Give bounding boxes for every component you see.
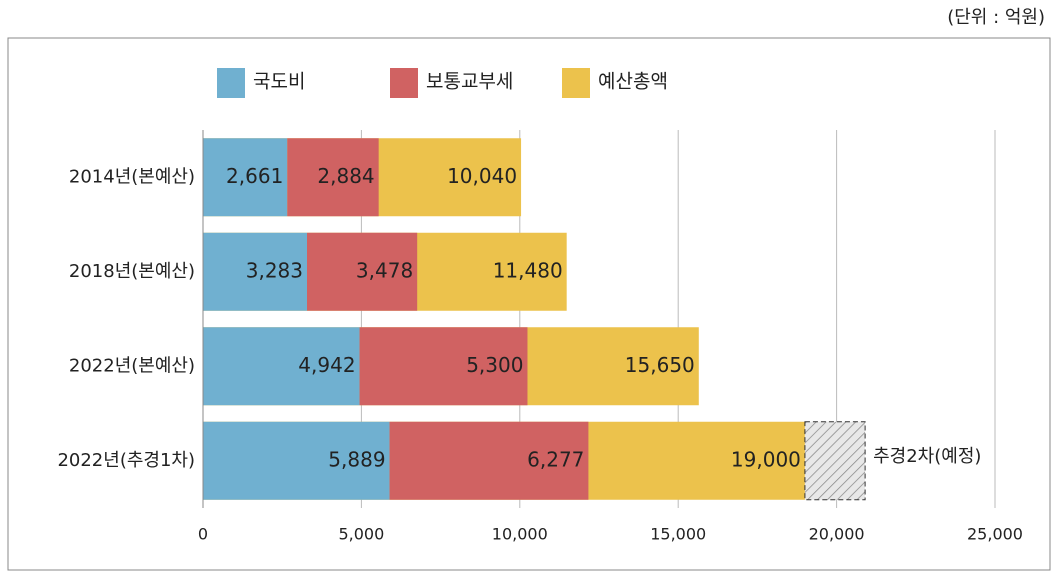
x-tick-label: 10,000 [492, 525, 548, 544]
category-label: 2022년(추경1차) [57, 450, 195, 471]
value-label: 4,942 [298, 353, 355, 377]
legend-label: 예산총액 [598, 71, 668, 93]
value-label: 11,480 [493, 258, 563, 282]
value-label: 2,884 [317, 164, 374, 188]
legend-label: 보통교부세 [426, 71, 513, 93]
legend-swatch [562, 68, 590, 98]
x-tick-label: 20,000 [809, 525, 865, 544]
value-label: 3,283 [246, 258, 303, 282]
value-label: 6,277 [527, 447, 584, 471]
legend-swatch [390, 68, 418, 98]
category-label: 2014년(본예산) [69, 166, 195, 187]
value-label: 3,478 [356, 258, 413, 282]
value-label: 5,889 [328, 447, 385, 471]
x-tick-label: 5,000 [338, 525, 384, 544]
bar-segment [359, 327, 528, 406]
bar-segment [287, 138, 379, 217]
value-label: 10,040 [447, 164, 517, 188]
annotation: 추경2차(예정) [873, 446, 981, 467]
bar-segment [203, 138, 288, 217]
projection-box [804, 421, 866, 501]
legend-swatch [217, 68, 245, 98]
value-label: 5,300 [466, 353, 523, 377]
x-tick-label: 15,000 [650, 525, 706, 544]
x-tick-label: 0 [198, 525, 208, 544]
value-label: 2,661 [226, 164, 283, 188]
x-tick-label: 25,000 [967, 525, 1023, 544]
bar-segment [307, 232, 418, 311]
frame [7, 37, 1051, 571]
bar-segment [389, 421, 589, 500]
category-label: 2018년(본예산) [69, 261, 195, 282]
value-label: 19,000 [731, 447, 801, 471]
legend-label: 국도비 [253, 71, 305, 93]
bar-segment [203, 421, 390, 500]
unit-label: (단위 : 억원) [947, 7, 1045, 28]
bar-segment [203, 232, 308, 311]
bar-segment [203, 327, 360, 406]
category-label: 2022년(본예산) [69, 355, 195, 376]
value-label: 15,650 [625, 353, 695, 377]
